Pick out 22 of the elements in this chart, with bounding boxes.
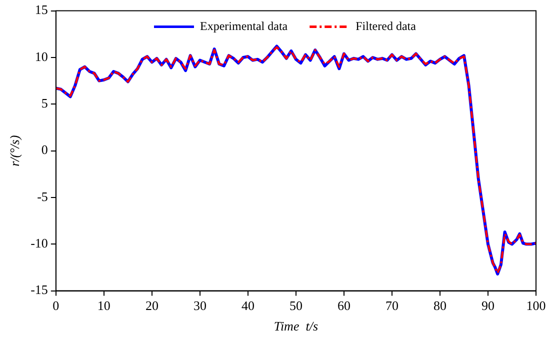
x-tick-label: 80 bbox=[433, 298, 446, 314]
y-tick-label: 15 bbox=[34, 2, 48, 18]
y-tick-label: -5 bbox=[37, 188, 48, 204]
x-tick-label: 60 bbox=[337, 298, 350, 314]
y-tick-label: 5 bbox=[41, 96, 48, 111]
y-tick-label: 10 bbox=[34, 48, 48, 64]
x-axis-title: Time t/s bbox=[274, 318, 318, 334]
x-tick-label: 100 bbox=[526, 298, 546, 314]
legend-label: Experimental data bbox=[200, 18, 288, 33]
x-tick-label: 30 bbox=[193, 298, 206, 314]
x-tick-label: 20 bbox=[145, 298, 158, 314]
x-tick-label: 50 bbox=[289, 298, 302, 314]
y-tick-label: -15 bbox=[30, 282, 48, 298]
x-tick-label: 90 bbox=[481, 298, 494, 314]
x-tick-label: 40 bbox=[241, 298, 254, 314]
legend-label: Filtered data bbox=[356, 18, 417, 33]
y-tick-label: -10 bbox=[30, 236, 48, 251]
x-tick-label: 70 bbox=[385, 298, 398, 314]
x-tick-label: 0 bbox=[52, 298, 60, 314]
y-axis-title: r/(°/s) bbox=[7, 135, 22, 166]
y-tick-label: 0 bbox=[41, 142, 48, 158]
x-tick-label: 10 bbox=[97, 298, 110, 314]
